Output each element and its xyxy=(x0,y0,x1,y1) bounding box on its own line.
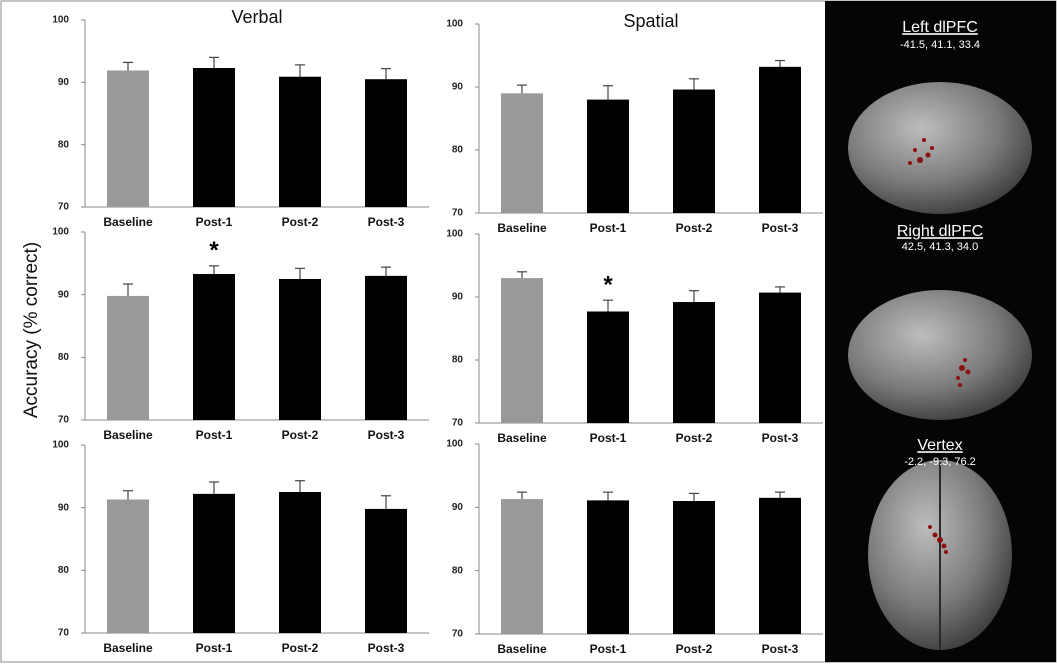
bar xyxy=(501,278,543,423)
y-tick-label: 90 xyxy=(58,77,70,88)
y-tick-label: 90 xyxy=(452,292,464,303)
y-tick-label: 90 xyxy=(452,502,464,513)
y-tick-label: 90 xyxy=(452,82,464,93)
brain-vertex xyxy=(868,460,1012,650)
brain-title: Right dlPFC xyxy=(897,223,983,240)
y-tick-label: 100 xyxy=(446,229,463,240)
y-axis-label: Accuracy (% correct) xyxy=(21,242,42,418)
bar xyxy=(193,68,235,207)
x-tick-label: Post-1 xyxy=(196,641,233,655)
chart-title: Verbal xyxy=(231,7,282,27)
x-tick-label: Post-1 xyxy=(196,215,233,229)
x-tick-label: Post-2 xyxy=(282,428,319,442)
x-tick-label: Post-2 xyxy=(676,221,713,235)
x-tick-label: Baseline xyxy=(497,642,547,656)
bar xyxy=(759,67,801,213)
bar xyxy=(365,276,407,420)
y-tick-label: 80 xyxy=(452,145,464,156)
bar xyxy=(279,77,321,207)
x-tick-label: Post-2 xyxy=(282,641,319,655)
x-tick-label: Post-1 xyxy=(196,428,233,442)
x-tick-label: Post-3 xyxy=(762,431,799,445)
bar xyxy=(587,311,629,423)
y-tick-label: 80 xyxy=(452,565,464,576)
figure: Accuracy (% correct) Verbal 70 80 90 100 Base… xyxy=(0,0,1057,663)
y-tick-label: 100 xyxy=(52,227,69,238)
bar xyxy=(501,499,543,634)
brain-coords: -41.5, 41.1, 33.4 xyxy=(900,39,980,51)
bar xyxy=(759,498,801,634)
bar xyxy=(107,70,149,207)
brain-left xyxy=(848,82,1032,214)
x-tick-label: Post-3 xyxy=(368,215,405,229)
y-tick-label: 80 xyxy=(58,352,70,363)
x-tick-label: Post-3 xyxy=(368,428,405,442)
bar xyxy=(673,501,715,634)
y-tick-label: 70 xyxy=(58,202,70,213)
y-tick-label: 70 xyxy=(452,418,464,429)
bar xyxy=(365,79,407,207)
bar xyxy=(587,500,629,634)
x-tick-label: Baseline xyxy=(497,431,547,445)
y-tick-label: 80 xyxy=(58,565,70,576)
bar xyxy=(673,90,715,213)
significance-marker: * xyxy=(209,237,219,264)
x-tick-label: Post-2 xyxy=(676,642,713,656)
y-tick-label: 80 xyxy=(452,355,464,366)
bar xyxy=(587,100,629,213)
y-tick-label: 90 xyxy=(58,502,70,513)
bar xyxy=(193,494,235,633)
x-tick-label: Post-1 xyxy=(590,642,627,656)
bar xyxy=(279,492,321,633)
x-tick-label: Baseline xyxy=(103,215,153,229)
y-tick-label: 90 xyxy=(58,289,70,300)
y-tick-label: 70 xyxy=(452,208,464,219)
x-tick-label: Post-2 xyxy=(282,215,319,229)
x-tick-label: Post-3 xyxy=(762,642,799,656)
bar xyxy=(673,302,715,423)
bar xyxy=(365,509,407,633)
x-tick-label: Baseline xyxy=(103,428,153,442)
y-tick-label: 70 xyxy=(58,628,70,639)
x-tick-label: Baseline xyxy=(103,641,153,655)
x-tick-label: Post-1 xyxy=(590,221,627,235)
y-tick-label: 100 xyxy=(52,15,69,26)
x-tick-label: Baseline xyxy=(497,221,547,235)
bar xyxy=(279,279,321,420)
x-tick-label: Post-1 xyxy=(590,431,627,445)
y-tick-label: 80 xyxy=(58,139,70,150)
bar xyxy=(193,274,235,420)
brain-coords: -2.2, -9.3, 76.2 xyxy=(904,456,976,468)
x-tick-label: Post-3 xyxy=(368,641,405,655)
y-tick-label: 100 xyxy=(446,439,463,450)
y-tick-label: 70 xyxy=(452,629,464,640)
y-tick-label: 100 xyxy=(52,440,69,451)
brain-title: Vertex xyxy=(917,437,962,454)
brain-coords: 42.5, 41.3, 34.0 xyxy=(902,241,978,253)
significance-marker: * xyxy=(603,271,613,298)
bar xyxy=(759,293,801,423)
x-tick-label: Post-2 xyxy=(676,431,713,445)
chart-title: Spatial xyxy=(623,11,678,31)
y-tick-label: 70 xyxy=(58,415,70,426)
y-tick-label: 100 xyxy=(446,19,463,30)
x-tick-label: Post-3 xyxy=(762,221,799,235)
bar xyxy=(107,500,149,633)
bar xyxy=(501,93,543,213)
bar xyxy=(107,296,149,420)
brain-title: Left dlPFC xyxy=(902,19,978,36)
brain-right xyxy=(848,290,1032,420)
